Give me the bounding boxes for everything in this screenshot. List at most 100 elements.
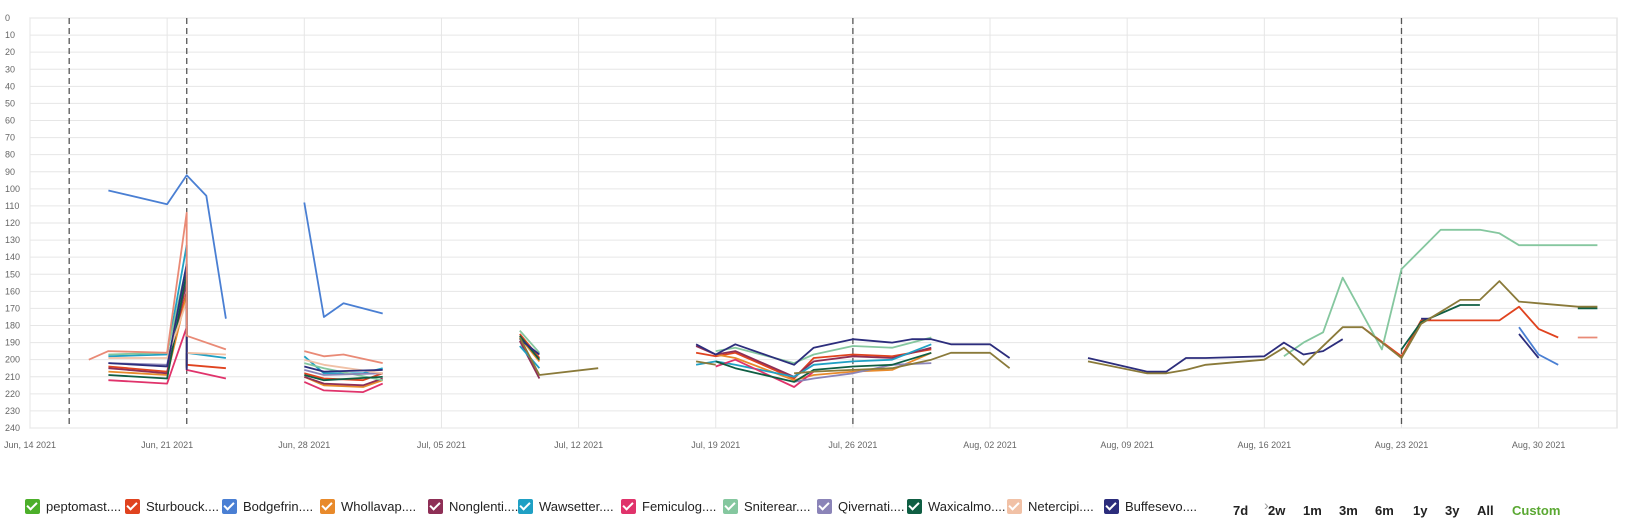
series-line <box>108 174 227 319</box>
legend-item[interactable]: Qivernati.... <box>817 493 904 519</box>
legend-checkbox[interactable] <box>817 498 832 514</box>
y-tick-label: 110 <box>5 201 19 211</box>
legend-item[interactable]: Nonglenti.... <box>428 493 518 519</box>
check-icon <box>1008 498 1020 511</box>
x-tick-label: Jun, 14 2021 <box>4 440 56 450</box>
y-tick-label: 160 <box>5 286 20 296</box>
legend-checkbox[interactable] <box>907 498 922 514</box>
range-button-3y[interactable]: 3y <box>1445 503 1460 518</box>
legend-label: Qivernati.... <box>838 498 905 514</box>
x-tick-label: Aug, 23 2021 <box>1375 440 1429 450</box>
series-line <box>1518 333 1540 359</box>
range-button-2w[interactable]: 2w <box>1268 503 1286 518</box>
series-line <box>1087 338 1344 373</box>
y-tick-label: 140 <box>5 252 20 262</box>
legend-item[interactable]: Whollavap.... <box>320 493 416 519</box>
y-tick-label: 100 <box>5 184 20 194</box>
series-line <box>1361 305 1559 358</box>
legend-item[interactable]: Waxicalmo.... <box>907 493 1006 519</box>
series-line <box>1400 304 1480 350</box>
legend-label: Wawsetter.... <box>539 498 614 514</box>
legend-checkbox[interactable] <box>1007 498 1022 514</box>
y-tick-label: 230 <box>5 406 20 416</box>
legend-item[interactable]: Sturbouck.... <box>125 493 219 519</box>
y-tick-label: 30 <box>5 64 15 74</box>
legend-label: Nonglenti.... <box>449 498 519 514</box>
series-line <box>1518 326 1559 366</box>
range-button-6m[interactable]: 6m <box>1375 503 1394 518</box>
legend-item[interactable]: peptomast.... <box>25 493 121 519</box>
x-tick-label: Jul, 19 2021 <box>691 440 740 450</box>
legend-item[interactable]: Sniterear.... <box>723 493 810 519</box>
legend-checkbox[interactable] <box>723 498 738 514</box>
legend-label: peptomast.... <box>46 498 122 514</box>
y-tick-label: 60 <box>5 116 15 126</box>
y-tick-label: 210 <box>5 372 20 382</box>
legend-label: Sturbouck.... <box>146 498 219 514</box>
series-line <box>519 338 540 356</box>
legend-checkbox[interactable] <box>222 498 237 514</box>
check-icon <box>126 498 138 511</box>
series-line <box>1087 280 1598 375</box>
x-tick-label: Jul, 26 2021 <box>828 440 877 450</box>
legend-item[interactable]: Buffesevo.... <box>1104 493 1197 519</box>
legend-checkbox[interactable] <box>25 498 40 514</box>
legend-checkbox[interactable] <box>518 498 533 514</box>
y-tick-label: 180 <box>5 321 20 331</box>
check-icon <box>724 498 736 511</box>
series-line <box>519 330 541 354</box>
series-line <box>303 381 384 393</box>
series-line <box>304 369 383 376</box>
y-tick-label: 90 <box>5 167 15 177</box>
x-tick-label: Aug, 30 2021 <box>1512 440 1566 450</box>
x-tick-label: Aug, 16 2021 <box>1238 440 1292 450</box>
check-icon <box>519 498 531 511</box>
check-icon <box>429 498 441 511</box>
x-tick-label: Aug, 09 2021 <box>1100 440 1154 450</box>
legend-item[interactable]: Bodgefrin.... <box>222 493 313 519</box>
legend-checkbox[interactable] <box>621 498 636 514</box>
series-line <box>304 374 383 382</box>
range-button-1m[interactable]: 1m <box>1303 503 1322 518</box>
check-icon <box>622 498 634 511</box>
legend-checkbox[interactable] <box>1104 498 1119 514</box>
y-tick-label: 40 <box>5 81 15 91</box>
series-line <box>303 202 383 318</box>
chevron-right-icon[interactable]: › <box>1264 497 1269 513</box>
range-button-7d[interactable]: 7d <box>1233 503 1249 518</box>
series-line <box>304 375 383 387</box>
y-tick-label: 190 <box>5 338 20 348</box>
check-icon <box>321 498 333 511</box>
series-line <box>88 211 227 361</box>
check-icon <box>223 498 235 511</box>
series-line <box>519 337 599 376</box>
legend-checkbox[interactable] <box>320 498 335 514</box>
y-tick-label: 130 <box>5 235 20 245</box>
y-tick-label: 150 <box>5 269 20 279</box>
range-button-1y[interactable]: 1y <box>1413 503 1428 518</box>
legend-item[interactable]: Netercipi.... <box>1007 493 1094 519</box>
range-button-3m[interactable]: 3m <box>1339 503 1358 518</box>
y-tick-label: 80 <box>5 150 15 160</box>
series-line <box>715 351 932 383</box>
y-tick-label: 200 <box>5 355 20 365</box>
check-icon <box>1105 498 1117 511</box>
series-line <box>793 362 932 383</box>
range-button-all[interactable]: All <box>1477 503 1494 518</box>
series-line <box>519 340 541 379</box>
y-tick-label: 10 <box>5 30 15 40</box>
x-axis-ticks: Jun, 14 2021 Jun, 21 2021 Jun, 28 2021 Jul,… <box>4 440 1565 450</box>
y-tick-label: 240 <box>5 423 20 433</box>
check-icon <box>818 498 830 511</box>
y-axis-ticks: 0 10 20 30 40 50 60 70 80 90 100 110 120 130 140 150 160… <box>5 13 20 433</box>
legend-checkbox[interactable] <box>125 498 140 514</box>
y-tick-label: 0 <box>5 13 10 23</box>
legend-checkbox[interactable] <box>428 498 443 514</box>
legend-item[interactable]: Femiculog.... <box>621 493 716 519</box>
series-line <box>304 365 383 373</box>
y-tick-label: 70 <box>5 133 15 143</box>
range-button-custom[interactable]: Custom <box>1512 503 1561 518</box>
legend-item[interactable]: Wawsetter.... <box>518 493 614 519</box>
x-tick-label: Jul, 05 2021 <box>417 440 466 450</box>
